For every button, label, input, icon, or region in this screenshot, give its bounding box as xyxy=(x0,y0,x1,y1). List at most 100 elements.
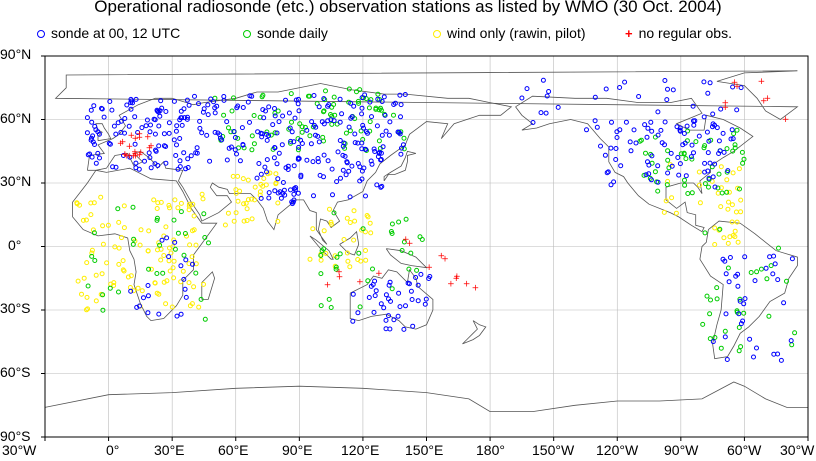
station-marker-wind-only xyxy=(116,219,122,225)
station-marker-sonde-0012 xyxy=(395,313,401,319)
station-marker-wind-only xyxy=(724,177,730,183)
station-marker-sonde-0012 xyxy=(91,103,97,109)
station-marker-wind-only xyxy=(669,195,675,201)
station-marker-sonde-0012 xyxy=(133,160,139,166)
station-marker-sonde-daily xyxy=(175,230,181,236)
station-marker-sonde-0012 xyxy=(152,131,158,137)
station-marker-sonde-0012 xyxy=(415,282,421,288)
station-marker-sonde-0012 xyxy=(291,139,297,145)
station-marker-sonde-daily xyxy=(739,149,745,155)
station-marker-sonde-daily xyxy=(766,313,772,319)
station-marker-sonde-0012 xyxy=(789,256,795,262)
station-marker-wind-only xyxy=(712,225,718,231)
station-marker-sonde-0012 xyxy=(178,263,184,269)
station-marker-sonde-0012 xyxy=(221,94,227,99)
station-marker-sonde-0012 xyxy=(350,291,356,297)
station-marker-sonde-0012 xyxy=(296,108,302,114)
station-marker-sonde-0012 xyxy=(734,107,740,113)
station-marker-sonde-0012 xyxy=(266,195,272,201)
station-marker-sonde-0012 xyxy=(396,290,402,296)
station-marker-sonde-daily xyxy=(655,188,661,194)
station-marker-no-obs: + xyxy=(123,152,131,162)
station-marker-sonde-0012 xyxy=(608,182,614,188)
station-marker-sonde-0012 xyxy=(146,150,152,156)
coastline-south-america xyxy=(699,220,798,360)
station-marker-no-obs: + xyxy=(438,252,446,262)
station-marker-sonde-0012 xyxy=(337,96,343,102)
lat-label-30s: 30°S xyxy=(0,300,31,316)
station-marker-sonde-daily xyxy=(702,181,708,187)
station-marker-sonde-daily xyxy=(318,253,324,258)
station-marker-sonde-daily xyxy=(202,235,208,240)
station-marker-no-obs: + xyxy=(721,99,729,109)
station-marker-sonde-daily xyxy=(229,108,235,114)
lat-label-0: 0° xyxy=(8,237,22,253)
station-marker-sonde-0012 xyxy=(771,253,777,259)
station-marker-sonde-0012 xyxy=(290,199,296,205)
station-marker-sonde-daily xyxy=(89,253,95,259)
station-marker-sonde-daily xyxy=(306,93,311,99)
station-marker-sonde-0012 xyxy=(316,104,322,110)
lon-label-180: 180° xyxy=(476,442,505,458)
station-marker-sonde-0012 xyxy=(279,142,285,148)
station-marker-wind-only xyxy=(199,191,205,197)
station-marker-sonde-0012 xyxy=(631,127,637,133)
station-marker-wind-only xyxy=(178,200,184,206)
station-marker-sonde-0012 xyxy=(178,108,184,114)
lon-label-30w: 30°W xyxy=(2,442,37,458)
station-marker-sonde-0012 xyxy=(266,190,272,196)
station-marker-sonde-daily xyxy=(693,139,699,145)
station-marker-sonde-0012 xyxy=(254,175,260,181)
station-marker-sonde-daily xyxy=(401,239,407,245)
station-marker-sonde-daily xyxy=(758,266,764,272)
station-marker-no-obs: + xyxy=(447,280,455,290)
station-marker-wind-only xyxy=(351,237,357,243)
station-marker-sonde-daily xyxy=(732,145,738,151)
circle-icon xyxy=(243,30,251,39)
station-marker-sonde-0012 xyxy=(185,156,191,162)
station-marker-sonde-0012 xyxy=(185,114,190,120)
station-marker-sonde-0012 xyxy=(381,305,387,311)
station-marker-sonde-0012 xyxy=(655,163,661,169)
station-marker-sonde-0012 xyxy=(215,130,221,136)
station-marker-no-obs: + xyxy=(144,133,152,143)
station-marker-no-obs: + xyxy=(132,151,140,161)
station-marker-sonde-0012 xyxy=(410,323,416,329)
station-marker-sonde-0012 xyxy=(171,98,177,104)
station-marker-wind-only xyxy=(328,221,334,227)
station-marker-wind-only xyxy=(347,220,353,225)
station-marker-sonde-0012 xyxy=(321,152,327,158)
station-marker-sonde-0012 xyxy=(781,300,787,306)
station-marker-sonde-0012 xyxy=(240,142,246,148)
station-marker-no-obs: + xyxy=(130,152,138,162)
station-marker-sonde-0012 xyxy=(159,105,165,111)
station-marker-sonde-daily xyxy=(389,221,395,227)
station-marker-wind-only xyxy=(233,190,239,196)
station-marker-sonde-0012 xyxy=(655,109,661,115)
station-marker-sonde-daily xyxy=(776,245,781,251)
station-marker-sonde-daily xyxy=(357,304,363,310)
station-marker-sonde-0012 xyxy=(321,174,326,180)
station-marker-sonde-daily xyxy=(378,107,384,113)
station-marker-sonde-0012 xyxy=(84,115,90,121)
station-marker-sonde-0012 xyxy=(247,93,253,99)
station-marker-sonde-0012 xyxy=(258,171,264,177)
lon-label-30e: 30°E xyxy=(154,442,185,458)
station-marker-sonde-daily xyxy=(332,112,338,118)
station-marker-sonde-0012 xyxy=(280,113,286,119)
station-marker-sonde-0012 xyxy=(398,114,403,120)
station-marker-sonde-0012 xyxy=(255,129,261,135)
station-marker-sonde-daily xyxy=(389,286,395,292)
station-marker-wind-only xyxy=(151,197,157,203)
station-marker-sonde-0012 xyxy=(95,150,101,156)
station-marker-sonde-0012 xyxy=(383,292,389,298)
station-marker-sonde-0012 xyxy=(208,96,214,102)
station-marker-sonde-daily xyxy=(333,264,339,270)
station-marker-no-obs: + xyxy=(731,78,739,88)
station-marker-wind-only xyxy=(257,189,263,195)
station-marker-sonde-daily xyxy=(181,252,187,258)
station-marker-sonde-daily xyxy=(171,217,177,223)
station-marker-sonde-0012 xyxy=(648,177,654,183)
station-marker-sonde-0012 xyxy=(145,283,151,288)
station-marker-sonde-daily xyxy=(689,190,695,196)
